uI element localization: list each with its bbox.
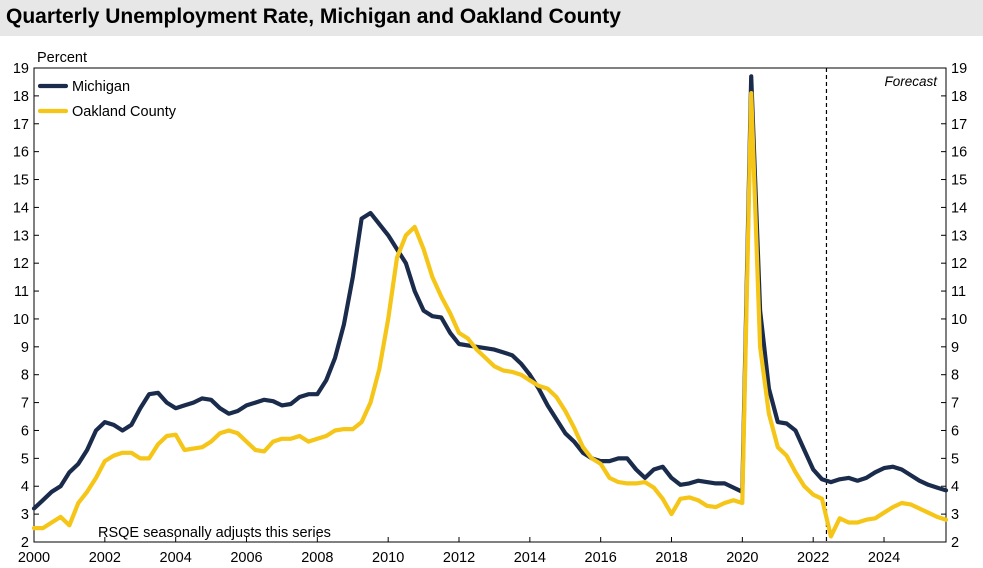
- x-tick-label: 2024: [868, 550, 900, 566]
- y-tick-label-right: 8: [951, 368, 959, 384]
- x-tick-label: 2006: [230, 550, 262, 566]
- y-tick-label-left: 4: [21, 479, 29, 495]
- y-tick-label-left: 15: [13, 173, 29, 189]
- title-bar: Quarterly Unemployment Rate, Michigan an…: [0, 0, 983, 36]
- x-tick-label: 2016: [585, 550, 617, 566]
- y-tick-label-left: 5: [21, 451, 29, 467]
- y-tick-label-right: 7: [951, 396, 959, 412]
- y-tick-label-right: 17: [951, 117, 967, 133]
- x-tick-label: 2012: [443, 550, 475, 566]
- y-tick-label-right: 18: [951, 89, 967, 105]
- legend-label-oakland-county: Oakland County: [72, 104, 177, 120]
- y-tick-label-right: 4: [951, 479, 959, 495]
- x-tick-label: 2020: [726, 550, 758, 566]
- y-tick-label-right: 9: [951, 340, 959, 356]
- y-tick-label-right: 14: [951, 200, 967, 216]
- y-tick-label-right: 16: [951, 145, 967, 161]
- y-tick-label-left: 13: [13, 228, 29, 244]
- y-tick-label-left: 6: [21, 423, 29, 439]
- x-tick-label: 2018: [655, 550, 687, 566]
- y-tick-label-left: 2: [21, 535, 29, 551]
- y-tick-label-left: 7: [21, 396, 29, 412]
- chart-series: [31, 74, 949, 539]
- chart-legend: Michigan Oakland County: [37, 79, 177, 120]
- chart-title: Quarterly Unemployment Rate, Michigan an…: [6, 5, 621, 28]
- y-tick-label-left: 19: [13, 61, 29, 77]
- chart-axes: 2 2 3 3 4 4 5 5 6 6 7 7 8 8 9 9 10 10 11 11 12 12 13 13 14 14 15 15…: [13, 61, 967, 566]
- series-line-michigan: [31, 74, 949, 511]
- y-tick-label-left: 18: [13, 89, 29, 105]
- legend-label-michigan: Michigan: [72, 79, 130, 95]
- y-tick-label-right: 5: [951, 451, 959, 467]
- x-tick-label: 2014: [514, 550, 546, 566]
- plot-frame: [33, 67, 947, 543]
- y-tick-label-right: 13: [951, 228, 967, 244]
- x-tick-label: 2002: [89, 550, 121, 566]
- y-axis-label: Percent: [37, 50, 87, 66]
- y-tick-label-left: 10: [13, 312, 29, 328]
- y-tick-label-right: 12: [951, 256, 967, 272]
- y-tick-label-left: 11: [14, 284, 29, 300]
- y-tick-label-left: 17: [13, 117, 29, 133]
- chart-note: RSQE seasonally adjusts this series: [98, 525, 331, 541]
- y-tick-label-right: 19: [951, 61, 967, 77]
- y-tick-label-right: 10: [951, 312, 967, 328]
- y-tick-label-left: 9: [21, 340, 29, 356]
- y-tick-label-right: 3: [951, 507, 959, 523]
- y-tick-label-left: 16: [13, 145, 29, 161]
- y-tick-label-right: 15: [951, 173, 967, 189]
- x-tick-label: 2000: [18, 550, 50, 566]
- x-tick-label: 2022: [797, 550, 829, 566]
- series-line-oakland-county: [31, 91, 949, 539]
- x-tick-label: 2010: [372, 550, 404, 566]
- y-tick-label-left: 12: [13, 256, 29, 272]
- y-tick-label-right: 11: [951, 284, 966, 300]
- forecast-label: Forecast: [884, 74, 938, 89]
- y-tick-label-right: 6: [951, 423, 959, 439]
- y-tick-label-left: 8: [21, 368, 29, 384]
- y-tick-label-left: 14: [13, 200, 29, 216]
- x-tick-label: 2008: [301, 550, 333, 566]
- y-tick-label-left: 3: [21, 507, 29, 523]
- y-tick-label-right: 2: [951, 535, 959, 551]
- x-tick-label: 2004: [160, 550, 192, 566]
